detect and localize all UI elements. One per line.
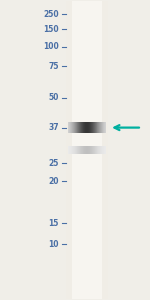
Text: 15: 15 xyxy=(48,219,59,228)
Text: 20: 20 xyxy=(48,177,59,186)
Text: 150: 150 xyxy=(43,25,59,34)
Text: 25: 25 xyxy=(48,159,59,168)
Text: 50: 50 xyxy=(48,93,59,102)
Text: 10: 10 xyxy=(48,240,59,249)
Bar xyxy=(66,1,108,299)
Text: 75: 75 xyxy=(48,62,59,71)
Bar xyxy=(72,1,102,299)
Text: 37: 37 xyxy=(48,123,59,132)
Text: 100: 100 xyxy=(43,43,59,52)
Text: 250: 250 xyxy=(43,10,59,19)
